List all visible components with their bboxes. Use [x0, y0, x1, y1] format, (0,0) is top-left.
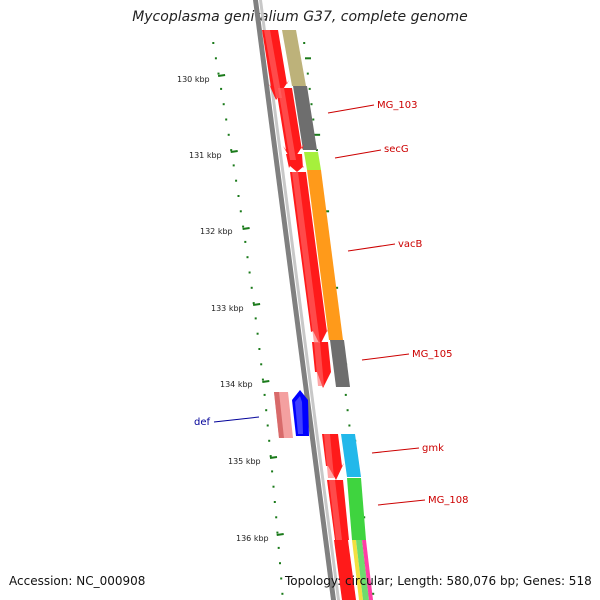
- ruler-dots: [212, 42, 284, 595]
- cog-band-gray-2: [330, 340, 350, 387]
- ruler-dot: [220, 87, 223, 90]
- ruler-dot: [273, 501, 276, 503]
- tick-label-132: 132 kbp: [200, 227, 233, 236]
- ruler-dot: [269, 455, 272, 458]
- cog-band-cyan: [341, 434, 361, 477]
- topology-text: Topology: circular; Length: 580,076 bp; …: [285, 574, 592, 588]
- gene-labels: MG_103 secG vacB MG_105 gmk MG_108 def: [194, 100, 468, 506]
- ruler-dot: [222, 103, 225, 106]
- ruler-dot: [239, 210, 242, 213]
- ruler-dot: [244, 240, 247, 243]
- ruler-tick: [269, 456, 278, 459]
- ruler-dot: [265, 409, 268, 412]
- cds-reverse-track: [274, 390, 309, 438]
- ruler-dot: [261, 378, 264, 381]
- tick-label-131: 131 kbp: [189, 151, 222, 160]
- cog-band-green: [347, 478, 366, 540]
- ruler-dot: [271, 470, 274, 473]
- ruler-dot: [230, 149, 233, 152]
- genome-backbone-highlight: [259, 0, 340, 600]
- ruler-tick: [276, 533, 284, 536]
- ruler-dot: [217, 72, 220, 75]
- label-mg108[interactable]: MG_108: [428, 495, 468, 506]
- ruler-tick: [217, 74, 226, 77]
- ruler-dot: [268, 439, 271, 442]
- label-mg103[interactable]: MG_103: [377, 100, 417, 111]
- label-def[interactable]: def: [194, 417, 211, 428]
- ruler-dot: [250, 286, 253, 289]
- ruler-tick: [262, 380, 270, 383]
- outer-dot: [305, 57, 311, 60]
- ruler-tick: [230, 150, 238, 153]
- ruler-dot: [235, 179, 238, 182]
- cds-forward-track: [262, 30, 356, 600]
- tick-label-134: 134 kbp: [220, 380, 253, 389]
- genome-backbone: [253, 0, 336, 600]
- outer-dot: [308, 87, 311, 90]
- label-secg[interactable]: secG: [384, 144, 409, 155]
- ruler-track: 130 kbp 131 kbp 132 kbp 133 kbp 134 kbp …: [177, 42, 284, 595]
- cog-band-gray-1: [293, 86, 317, 150]
- outer-dot: [314, 133, 321, 136]
- cog-band-green-2: [356, 540, 369, 600]
- outer-dot: [312, 118, 315, 121]
- ruler-dot: [242, 225, 245, 228]
- ruler-dot: [256, 332, 259, 335]
- outer-dot: [315, 149, 318, 152]
- ruler-dot: [254, 317, 257, 320]
- ruler-dot: [266, 424, 269, 427]
- outer-dot: [310, 103, 313, 106]
- map-title: Mycoplasma genitalium G37, complete geno…: [132, 9, 468, 25]
- tick-label-135: 135 kbp: [228, 457, 261, 466]
- ruler-dot: [227, 133, 230, 136]
- label-mg105[interactable]: MG_105: [412, 349, 452, 360]
- cog-band-olive: [282, 30, 306, 86]
- ruler-tick: [242, 227, 250, 230]
- ruler-dot: [214, 57, 217, 60]
- ruler-dot: [246, 256, 249, 259]
- label-vacb[interactable]: vacB: [398, 239, 423, 250]
- ruler-dot: [252, 302, 255, 305]
- ruler-dot: [280, 577, 283, 580]
- ruler-ticks: [217, 74, 284, 536]
- ruler-dot: [281, 592, 284, 595]
- cog-band-track: [282, 30, 373, 600]
- cog-band-orange: [307, 170, 343, 340]
- tick-label-133: 133 kbp: [211, 304, 244, 313]
- ruler-dot: [275, 516, 278, 519]
- cog-band-pink: [362, 540, 373, 600]
- outer-dot: [344, 393, 347, 396]
- tick-label-130: 130 kbp: [177, 75, 210, 84]
- ruler-dot: [279, 562, 281, 565]
- ruler-dot: [212, 42, 215, 44]
- tick-label-136: 136 kbp: [236, 534, 269, 543]
- cog-band-lime: [304, 152, 321, 170]
- outer-dot: [346, 409, 349, 412]
- outer-dot: [348, 424, 351, 427]
- outer-dot: [303, 42, 306, 44]
- ruler-dot: [248, 271, 251, 274]
- ruler-dot: [225, 118, 228, 121]
- ruler-dot: [277, 546, 280, 549]
- outer-dot: [306, 72, 309, 75]
- ruler-tick: [252, 303, 261, 306]
- def-band-red-edge: [274, 392, 284, 438]
- ruler-dot: [237, 195, 240, 197]
- cds-next: [334, 540, 356, 600]
- ruler-dot: [263, 393, 266, 396]
- ruler-dot: [258, 348, 261, 350]
- ruler-dot: [272, 485, 275, 488]
- ruler-dot: [260, 363, 263, 366]
- cog-band-yellow: [352, 540, 363, 600]
- accession-text: Accession: NC_000908: [9, 574, 146, 588]
- ruler-dot: [276, 531, 279, 534]
- ruler-dot: [232, 164, 235, 167]
- label-gmk[interactable]: gmk: [422, 443, 444, 454]
